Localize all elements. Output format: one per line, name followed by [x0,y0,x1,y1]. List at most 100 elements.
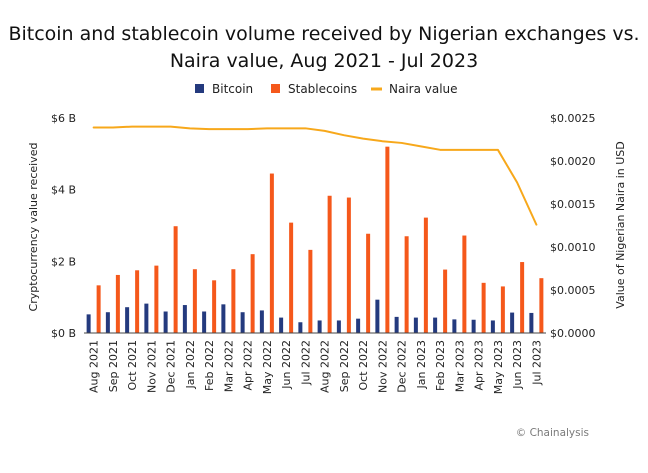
x-axis-ticks: Aug 2021 Sep 2021 Oct 2021 Nov 2021 Dec 2021… [88,340,544,394]
bar-stablecoins-aug-2021 [96,285,101,333]
bar-stablecoins-may-2022 [269,173,274,333]
bar-stablecoins-mar-2023 [462,235,467,333]
x-tick-label: Aug 2021 [88,340,101,393]
x-tick-label: Mar 2022 [222,340,235,392]
bar-stablecoins-sep-2022 [346,197,351,333]
x-tick-label: May 2022 [261,340,274,394]
right-tick-label: $0.0000 [550,327,596,340]
bar-stablecoins-nov-2021 [154,265,159,333]
x-tick-label: Feb 2022 [203,340,216,391]
bar-bitcoin-feb-2023 [433,317,438,333]
bar-bitcoin-nov-2022 [375,299,380,333]
bar-stablecoins-apr-2023 [481,282,486,333]
x-tick-label: Apr 2022 [242,340,255,391]
bar-bitcoin-aug-2022 [317,320,322,333]
bar-bitcoin-apr-2023 [471,319,476,333]
x-tick-label: Dec 2021 [165,340,178,393]
bar-bitcoin-oct-2021 [125,307,130,333]
bar-bitcoin-oct-2022 [356,318,361,333]
x-tick-label: Jul 2022 [299,340,312,386]
bar-bitcoin-jan-2023 [413,317,418,333]
right-tick-label: $0.0005 [550,284,596,297]
bar-bitcoin-may-2023 [490,320,495,333]
bar-stablecoins-jun-2022 [289,222,294,333]
bar-stablecoins-nov-2022 [385,146,390,333]
left-tick-label: $4 B [51,184,76,197]
x-tick-label: Oct 2021 [126,340,139,391]
x-tick-label: Mar 2023 [453,340,466,392]
right-tick-label: $0.0020 [550,155,596,168]
bar-bitcoin-jul-2023 [529,312,534,333]
bar-bitcoin-jul-2022 [298,322,303,333]
x-tick-label: Jan 2022 [184,340,197,389]
legend-swatch-bitcoin [195,84,204,93]
bar-stablecoins-sep-2021 [115,274,120,333]
left-axis-title: Cryptocurrency value received [27,143,40,312]
right-tick-label: $0.0010 [550,241,596,254]
bar-bitcoin-dec-2021 [163,311,168,333]
chart-title-line-1: Bitcoin and stablecoin volume received b… [8,23,639,45]
bar-bitcoin-nov-2021 [144,303,149,333]
bar-bitcoin-jun-2023 [510,312,515,333]
legend: Bitcoin Stablecoins Naira value [195,82,458,96]
bar-bitcoin-mar-2023 [452,319,457,333]
bar-stablecoins-jan-2022 [192,269,197,333]
x-tick-label: Nov 2021 [145,340,158,393]
right-tick-label: $0.0015 [550,198,596,211]
bar-bitcoin-mar-2022 [221,304,226,333]
x-tick-label: Jul 2023 [530,340,543,386]
x-tick-label: Jan 2023 [415,340,428,389]
x-tick-label: Oct 2022 [357,340,370,391]
bar-stablecoins-oct-2022 [366,233,371,333]
x-tick-label: Jun 2023 [511,340,524,390]
legend-label-bitcoin: Bitcoin [212,82,253,96]
bar-stablecoins-jul-2022 [308,249,313,333]
bars [86,146,544,333]
bar-stablecoins-feb-2023 [443,269,448,333]
bar-stablecoins-dec-2021 [173,226,178,333]
legend-swatch-stablecoins [271,84,280,93]
bar-bitcoin-aug-2021 [86,314,91,333]
bar-stablecoins-may-2023 [500,286,505,333]
bar-stablecoins-jan-2023 [423,217,428,333]
bar-bitcoin-apr-2022 [240,312,245,333]
bar-stablecoins-oct-2021 [135,270,140,333]
bar-bitcoin-dec-2022 [394,316,399,333]
right-tick-label: $0.0025 [550,112,596,125]
right-axis-ticks: $0.0000 $0.0005 $0.0010 $0.0015 $0.0020 $0.00… [550,112,596,340]
credit-text: © Chainalysis [516,427,589,439]
left-tick-label: $6 B [51,112,76,125]
x-tick-label: Aug 2022 [319,340,332,393]
bar-stablecoins-aug-2022 [327,195,332,333]
right-axis-title: Value of Nigerian Naira in USD [614,141,627,308]
bar-stablecoins-apr-2022 [250,254,255,333]
bar-bitcoin-sep-2021 [105,312,110,333]
bar-bitcoin-may-2022 [259,310,264,333]
x-tick-label: Jun 2022 [280,340,293,390]
left-tick-label: $2 B [51,255,76,268]
bar-stablecoins-jul-2023 [539,278,544,333]
x-tick-label: Apr 2023 [473,340,486,391]
x-tick-label: Feb 2023 [434,340,447,391]
x-tick-label: Sep 2022 [338,340,351,392]
bar-stablecoins-jun-2023 [520,262,525,333]
bar-stablecoins-feb-2022 [212,280,217,333]
bar-bitcoin-jun-2022 [279,317,284,333]
bar-stablecoins-dec-2022 [404,236,409,333]
x-tick-label: Nov 2022 [376,340,389,393]
x-tick-label: May 2023 [492,340,505,394]
chart-title-line-2: Naira value, Aug 2021 - Jul 2023 [170,50,478,72]
legend-label-stablecoins: Stablecoins [288,82,357,96]
naira-line-group [92,125,538,226]
bar-bitcoin-jan-2022 [182,305,187,333]
bar-stablecoins-mar-2022 [231,269,236,333]
x-tick-label: Dec 2022 [396,340,409,393]
bar-bitcoin-sep-2022 [336,320,341,333]
left-axis-ticks: $0 B $2 B $4 B $6 B [51,112,76,340]
naira-value-line [92,125,538,226]
bar-bitcoin-feb-2022 [202,311,207,333]
legend-label-naira: Naira value [389,82,458,96]
left-tick-label: $0 B [51,327,76,340]
